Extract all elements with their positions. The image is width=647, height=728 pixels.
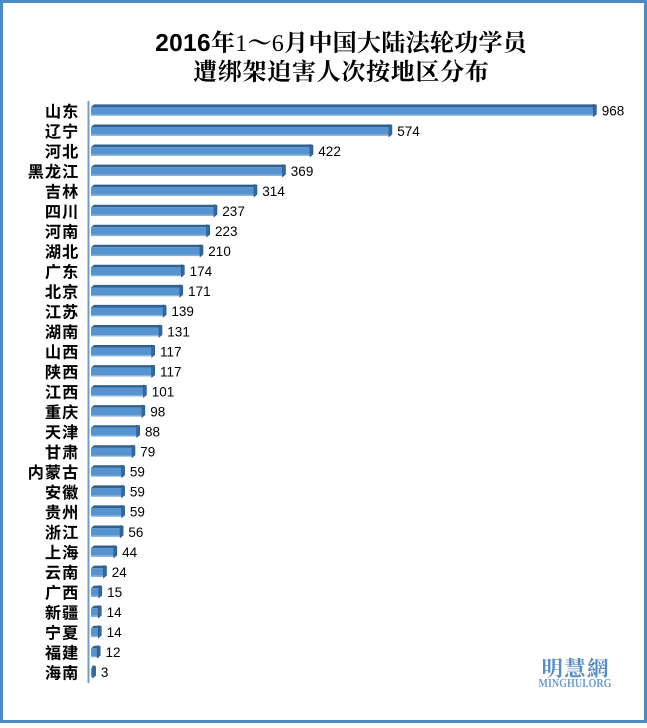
- svg-text:14: 14: [107, 625, 123, 640]
- svg-text:24: 24: [112, 565, 128, 580]
- svg-text:14: 14: [107, 605, 123, 620]
- svg-text:59: 59: [130, 485, 145, 500]
- svg-text:59: 59: [130, 465, 145, 480]
- svg-text:314: 314: [262, 184, 285, 199]
- svg-text:968: 968: [602, 104, 625, 119]
- svg-text:98: 98: [150, 404, 165, 419]
- svg-text:210: 210: [208, 244, 231, 259]
- svg-text:422: 422: [318, 144, 341, 159]
- svg-text:223: 223: [215, 224, 238, 239]
- svg-text:88: 88: [145, 425, 160, 440]
- svg-text:139: 139: [171, 304, 194, 319]
- svg-text:12: 12: [106, 645, 121, 660]
- svg-text:117: 117: [160, 364, 182, 379]
- svg-text:574: 574: [397, 124, 420, 139]
- svg-text:3: 3: [101, 665, 109, 680]
- svg-text:79: 79: [140, 445, 155, 460]
- svg-text:101: 101: [152, 384, 175, 399]
- svg-text:44: 44: [122, 545, 138, 560]
- svg-text:117: 117: [160, 344, 182, 359]
- svg-text:56: 56: [128, 525, 143, 540]
- svg-text:59: 59: [130, 505, 145, 520]
- svg-text:369: 369: [291, 164, 314, 179]
- svg-text:131: 131: [167, 324, 190, 339]
- svg-text:174: 174: [190, 264, 213, 279]
- svg-text:237: 237: [222, 204, 245, 219]
- svg-text:15: 15: [107, 585, 122, 600]
- svg-text:171: 171: [188, 284, 211, 299]
